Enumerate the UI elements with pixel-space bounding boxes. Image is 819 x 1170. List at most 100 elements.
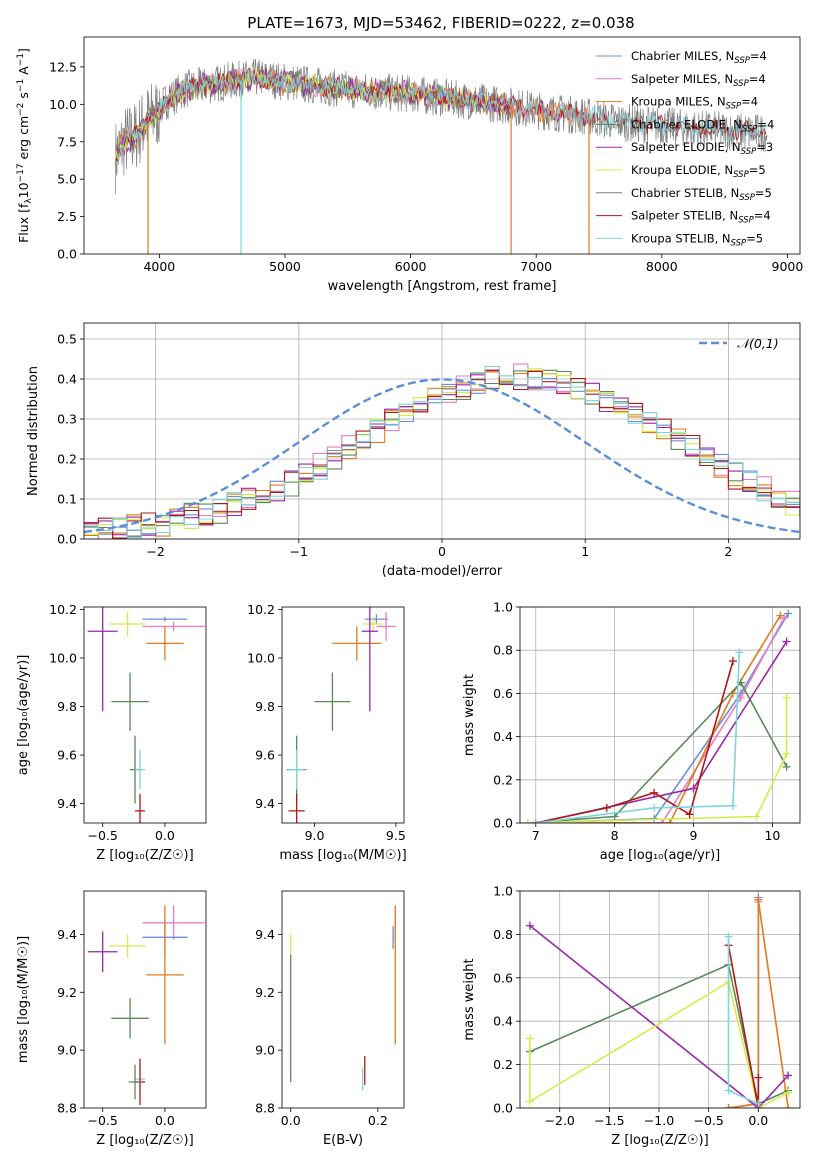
axes-frame <box>281 890 405 1109</box>
y-tick-label: 10.2 <box>247 602 275 617</box>
y-tick-label: 10.0 <box>49 97 77 112</box>
weight-series-line <box>535 660 734 823</box>
y-tick-label: 10.2 <box>49 602 77 617</box>
y-tick-label: 9.4 <box>57 796 77 811</box>
histogram-step-line <box>84 368 800 535</box>
plot-area <box>87 905 205 1106</box>
x-tick-label: 8000 <box>646 259 678 274</box>
x-axis-label: Z [log₁₀(Z/Z☉)] <box>96 1133 193 1148</box>
y-tick-label: 9.0 <box>57 1043 77 1058</box>
x-tick-label: 1 <box>581 544 589 559</box>
x-tick-label: 0.2 <box>368 1113 388 1128</box>
x-axis-label: E(B-V) <box>323 1133 363 1148</box>
legend-label-count: =5 <box>749 163 766 177</box>
legend-label: Kroupa ELODIE, NSSP=5 <box>631 163 766 180</box>
x-tick-label: 5000 <box>269 259 301 274</box>
x-tick-label: −1.0 <box>644 1113 674 1128</box>
legend-label-subscript: SSP <box>733 79 749 89</box>
x-tick-label: −0.5 <box>693 1113 723 1128</box>
weight-point-marker <box>728 801 737 810</box>
y-tick-label: 12.5 <box>49 59 77 74</box>
mass-weight-vs-metallicity-panel: −2.0 −1.5 −1.0 −0.5 0.0 0.0 0.2 0.4 0.6 0.8 1.0 Z [… <box>462 884 801 1148</box>
axes-frame <box>519 890 801 1109</box>
weight-series-line <box>535 641 788 823</box>
legend-label-subscript: SSP <box>741 147 757 157</box>
y-tick-label: 0.1 <box>57 492 77 507</box>
x-axis-label: Z [log₁₀(Z/Z☉)] <box>96 848 193 863</box>
legend-label: Chabrier ELODIE, NSSP=4 <box>631 117 774 134</box>
weight-point-marker <box>735 648 744 657</box>
normal-curve <box>84 378 800 534</box>
weight-series-line <box>727 936 759 1105</box>
plot-area <box>114 58 768 254</box>
histogram-step-line <box>84 363 800 539</box>
axes-frame <box>83 606 207 824</box>
x-tick-label: 10 <box>764 828 780 843</box>
legend-label-count: =4 <box>757 117 774 131</box>
y-tick-label: 0.2 <box>493 772 513 787</box>
x-tick-label: −0.5 <box>87 828 117 843</box>
legend-label: Salpeter ELODIE, NSSP=3 <box>631 140 773 157</box>
legend-label-subscript: SSP <box>738 216 754 226</box>
y-tick-label: 2.5 <box>57 209 77 224</box>
y-tick-label: 9.2 <box>255 985 275 1000</box>
spectrum-panel: 4000 5000 6000 7000 8000 9000 0.0 2.5 5.0 7.5 10.0… <box>16 36 803 294</box>
x-tick-label: 0 <box>438 544 446 559</box>
legend-label: Kroupa STELIB, NSSP=5 <box>631 231 763 248</box>
y-tick-label: 5.0 <box>57 172 77 187</box>
legend-label: Chabrier STELIB, NSSP=5 <box>631 186 772 203</box>
y-tick-label: 0.3 <box>57 412 77 427</box>
y-tick-label: 9.0 <box>255 1043 275 1058</box>
y-axis-label: Normed distribution <box>26 366 41 496</box>
weight-point-marker <box>782 693 791 702</box>
x-axis-label: Z [log₁₀(Z/Z☉)] <box>611 1133 708 1148</box>
weight-point-marker <box>754 1073 763 1082</box>
y-tick-label: 10.0 <box>49 650 77 665</box>
y-axis-label: mass weight <box>462 674 477 756</box>
legend-label-subscript: SSP <box>733 170 749 180</box>
plot-area <box>87 607 205 823</box>
x-tick-label: −0.5 <box>87 1113 117 1128</box>
weight-series-line <box>529 925 789 1108</box>
plot-area <box>84 363 800 539</box>
weight-point-marker <box>657 819 666 823</box>
x-tick-label: 7 <box>532 828 540 843</box>
axes-frame <box>83 36 801 255</box>
y-tick-label: 0.2 <box>493 1057 513 1072</box>
weight-point-marker <box>650 803 659 812</box>
weight-point-marker <box>685 810 694 819</box>
y-axis-label-part: s <box>16 92 31 103</box>
legend-label: 𝒩(0,1) <box>737 336 779 351</box>
plot-area <box>286 607 396 823</box>
y-tick-label: 0.5 <box>57 332 77 347</box>
y-tick-label: 0.0 <box>57 532 77 547</box>
y-axis-label-part: 10 <box>16 182 31 198</box>
y-tick-label: 0.8 <box>493 927 513 942</box>
weight-point-marker <box>752 812 761 821</box>
y-tick-label: 9.2 <box>57 985 77 1000</box>
x-axis-label: age [log₁₀(age/yr)] <box>600 848 721 863</box>
plot-area <box>525 893 793 1108</box>
plot-area <box>523 609 793 823</box>
spectrum-model-line <box>114 67 511 165</box>
weight-point-marker <box>782 637 791 646</box>
legend-label-count: =3 <box>756 140 773 154</box>
weight-point-marker <box>531 819 540 823</box>
y-axis-label-part: Flux [f <box>16 203 31 243</box>
x-tick-label: 8 <box>611 828 619 843</box>
legend-label-count: =5 <box>746 231 763 245</box>
weight-point-marker <box>650 788 659 797</box>
y-axis-label-part: erg cm <box>16 116 31 164</box>
plot-area <box>290 905 396 1091</box>
x-tick-label: −2 <box>146 544 164 559</box>
y-tick-label: 0.6 <box>493 686 513 701</box>
weight-point-marker <box>602 803 611 812</box>
weight-series-line <box>535 615 781 823</box>
legend-label-subscript: SSP <box>739 193 755 203</box>
mass-vs-extinction-panel: 0.0 0.2 8.8 9.0 9.2 9.4 E(B-V) <box>255 890 405 1148</box>
legend-label-count: =4 <box>749 72 766 86</box>
x-axis-label: mass [log₁₀(M/M☉)] <box>279 848 406 863</box>
spectrum-model-line <box>114 67 767 168</box>
y-axis-label: age [log₁₀(age/yr)] <box>16 655 31 776</box>
x-tick-label: −1 <box>290 544 308 559</box>
